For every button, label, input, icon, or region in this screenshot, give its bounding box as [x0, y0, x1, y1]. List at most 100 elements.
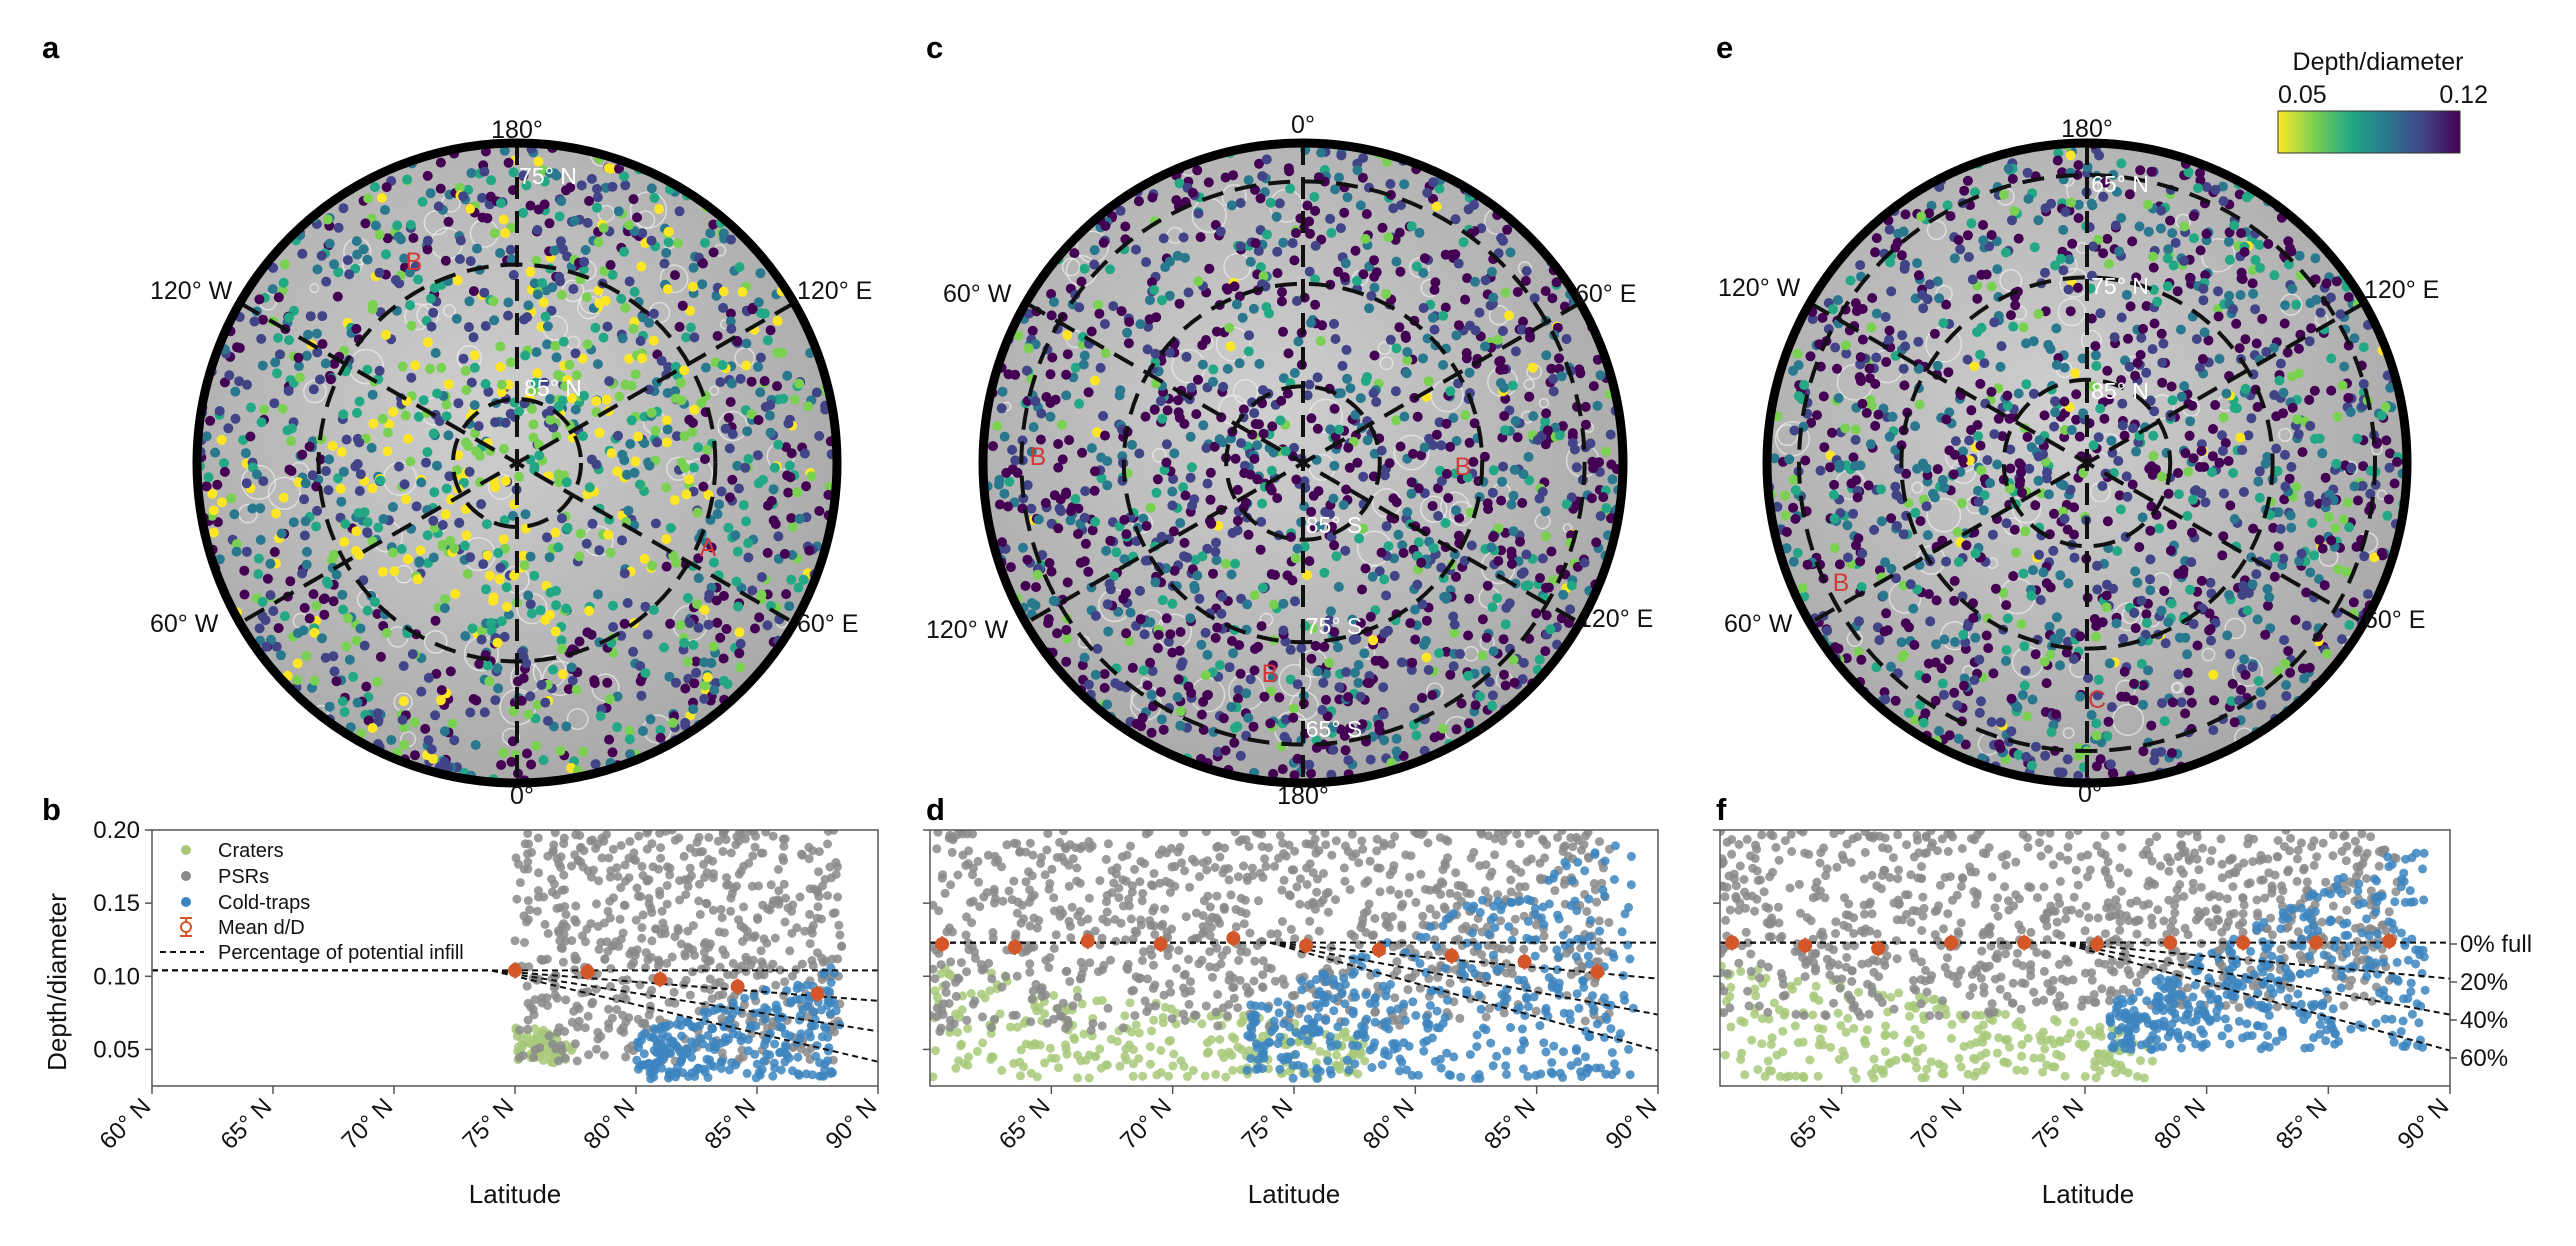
crater-dot: [1896, 637, 1907, 648]
crater-dot: [1079, 350, 1090, 361]
crater-dot: [1880, 312, 1891, 322]
crater-dot: [2206, 635, 2216, 646]
crater-dot: [592, 359, 603, 370]
crater-dot: [2278, 553, 2289, 564]
crater-dot: [498, 214, 509, 225]
crater-dot: [1397, 540, 1408, 551]
crater-dot: [1087, 525, 1098, 536]
crater-dot: [1917, 289, 1928, 300]
crater-dot: [465, 256, 476, 267]
crater-dot: [401, 494, 411, 505]
crater-dot: [1359, 648, 1370, 659]
crater-dot: [1962, 175, 1973, 186]
crater-dot: [1989, 317, 2000, 328]
crater-dot: [1975, 378, 1986, 389]
crater-dot: [1828, 489, 1839, 500]
crater-dot: [762, 547, 773, 558]
crater-dot: [410, 360, 421, 371]
crater-dot: [1419, 253, 1430, 264]
crater-dot: [693, 573, 704, 584]
crater-dot: [1238, 404, 1249, 415]
crater-dot: [397, 361, 408, 372]
crater-dot: [2331, 458, 2342, 469]
crater-dot: [1410, 634, 1421, 645]
crater-dot: [763, 500, 773, 511]
crater-dot: [1374, 566, 1385, 577]
crater-dot: [230, 386, 241, 397]
crater-dot: [1309, 191, 1320, 202]
crater-dot: [2337, 380, 2348, 391]
crater-dot: [1477, 614, 1488, 625]
crater-dot: [354, 486, 365, 496]
crater-dot: [519, 560, 530, 571]
crater-dot: [389, 566, 400, 577]
crater-dot: [2254, 466, 2265, 477]
crater-dot: [1111, 547, 1122, 558]
crater-dot: [2198, 283, 2209, 294]
crater-dot: [2272, 466, 2283, 477]
crater-dot: [1406, 221, 1417, 232]
panel-letter-a: a: [42, 30, 60, 65]
crater-dot: [1406, 488, 1417, 499]
crater-dot: [2066, 197, 2076, 208]
crater-dot: [2349, 333, 2360, 344]
crater-dot: [1173, 674, 1184, 685]
crater-dot: [421, 457, 431, 468]
crater-dot: [425, 188, 436, 199]
crater-dot: [1228, 648, 1239, 659]
crater-dot: [557, 669, 568, 680]
crater-dot: [1571, 462, 1582, 473]
crater-dot: [1306, 653, 1317, 664]
crater-dot: [2254, 239, 2265, 250]
surface-crater: [1232, 378, 1259, 405]
crater-dot: [309, 675, 320, 686]
crater-dot: [1986, 386, 1997, 397]
crater-dot: [260, 615, 271, 626]
crater-dot: [1231, 299, 1242, 310]
crater-dot: [1508, 654, 1519, 665]
crater-dot: [1970, 632, 1981, 643]
crater-dot: [1863, 480, 1874, 491]
crater-dot: [521, 658, 532, 669]
crater-dot: [2138, 746, 2149, 757]
crater-dot: [556, 290, 567, 300]
crater-dot: [624, 725, 635, 736]
crater-dot: [329, 259, 340, 270]
crater-dot: [531, 740, 542, 751]
crater-dot: [420, 723, 431, 734]
crater-dot: [1222, 363, 1233, 374]
crater-dot: [687, 427, 698, 437]
crater-dot: [2051, 612, 2062, 623]
crater-dot: [570, 404, 581, 415]
crater-dot: [576, 180, 587, 191]
crater-dot: [777, 347, 788, 358]
crater-dot: [2136, 332, 2147, 343]
crater-dot: [1477, 650, 1488, 661]
crater-dot: [1931, 595, 1942, 606]
crater-dot: [2111, 618, 2122, 629]
crater-dot: [1440, 518, 1451, 528]
crater-dot: [726, 378, 737, 389]
crater-dot: [743, 454, 754, 464]
crater-dot: [2385, 448, 2395, 459]
crater-dot: [730, 530, 741, 541]
crater-dot: [1133, 196, 1144, 207]
crater-dot: [2143, 226, 2154, 237]
crater-dot: [2341, 566, 2352, 577]
panel-letter-c: c: [926, 30, 943, 65]
crater-dot: [2344, 620, 2355, 630]
crater-dot: [2163, 244, 2174, 255]
point-psrs: [804, 854, 814, 864]
crater-dot: [2093, 432, 2104, 443]
crater-dot: [741, 338, 752, 349]
crater-dot: [324, 701, 335, 712]
point-craters: [530, 1024, 540, 1034]
crater-dot: [2104, 658, 2115, 669]
surface-crater: [423, 630, 448, 654]
crater-dot: [2338, 514, 2349, 525]
crater-dot: [680, 462, 690, 473]
crater-dot: [2196, 446, 2207, 456]
crater-dot: [1243, 712, 1254, 723]
crater-dot: [2101, 602, 2112, 613]
crater-dot: [1500, 393, 1511, 404]
